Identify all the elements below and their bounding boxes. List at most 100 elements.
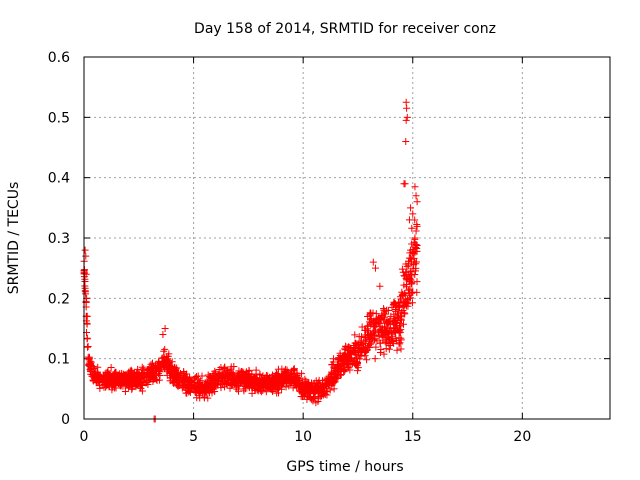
plot-frame: [83, 56, 611, 420]
data-point: [181, 374, 189, 382]
data-point: [390, 301, 398, 309]
data-point: [204, 394, 212, 402]
data-point: [301, 375, 309, 383]
data-point: [240, 387, 248, 395]
y-axis-label: SRMTID / TECUs: [6, 182, 22, 295]
data-point: [398, 288, 406, 296]
data-point: [289, 384, 297, 392]
data-point: [406, 291, 414, 299]
data-point: [347, 349, 355, 357]
data-point: [369, 258, 377, 266]
data-point: [402, 98, 410, 106]
data-point: [361, 331, 369, 339]
data-point: [363, 326, 371, 334]
data-point: [370, 336, 378, 344]
data-point: [163, 353, 171, 361]
data-point: [273, 389, 281, 397]
data-point: [383, 318, 391, 326]
data-point: [310, 386, 318, 394]
data-point: [334, 368, 342, 376]
data-point: [139, 366, 147, 374]
data-point: [359, 345, 367, 353]
x-tick-label: 5: [189, 429, 198, 445]
data-point: [406, 285, 414, 293]
data-point: [123, 376, 131, 384]
data-point: [318, 377, 326, 385]
data-point: [403, 104, 411, 112]
data-point: [108, 383, 116, 391]
data-point: [291, 380, 299, 388]
data-point: [408, 240, 416, 248]
data-point: [196, 394, 204, 402]
data-point: [204, 371, 212, 379]
data-point: [336, 349, 344, 357]
data-point: [83, 312, 91, 320]
data-point: [296, 387, 304, 395]
data-point: [391, 325, 399, 333]
data-point: [368, 335, 376, 343]
data-point: [256, 370, 264, 378]
data-point: [281, 376, 289, 384]
data-point: [241, 374, 249, 382]
data-point: [200, 385, 208, 393]
data-point: [413, 278, 421, 286]
data-point: [404, 270, 412, 278]
data-point: [376, 282, 384, 290]
chart-title: Day 158 of 2014, SRMTID for receiver con…: [194, 21, 496, 37]
data-point: [160, 357, 168, 365]
data-point: [351, 331, 359, 339]
data-point: [93, 368, 101, 376]
data-point: [152, 375, 160, 383]
data-point: [403, 262, 411, 270]
data-point: [407, 204, 415, 212]
data-point: [191, 374, 199, 382]
data-point: [107, 363, 115, 371]
data-point: [274, 375, 282, 383]
data-point: [272, 374, 280, 382]
data-point: [121, 388, 129, 396]
data-point: [248, 380, 256, 388]
data-point: [136, 384, 144, 392]
data-point: [397, 345, 405, 353]
data-point: [402, 116, 410, 124]
data-point: [237, 375, 245, 383]
data-point: [407, 246, 415, 254]
data-point: [295, 377, 303, 385]
data-point: [128, 382, 136, 390]
data-point: [255, 381, 263, 389]
data-point: [82, 252, 90, 260]
data-point: [133, 370, 141, 378]
data-point: [155, 364, 163, 372]
data-point: [125, 383, 133, 391]
data-point: [130, 373, 138, 381]
data-point: [83, 334, 91, 342]
data-point: [211, 387, 219, 395]
data-point: [390, 328, 398, 336]
data-point: [90, 365, 98, 373]
data-point: [227, 369, 235, 377]
data-point: [169, 371, 177, 379]
data-point: [411, 183, 419, 191]
data-point: [249, 381, 257, 389]
data-point: [119, 370, 127, 378]
data-point: [190, 382, 198, 390]
data-point: [342, 352, 350, 360]
data-point: [165, 359, 173, 367]
data-point: [182, 389, 190, 397]
data-point: [298, 370, 306, 378]
data-point: [374, 318, 382, 326]
data-point: [376, 322, 384, 330]
data-point: [323, 387, 331, 395]
data-point: [330, 385, 338, 393]
y-tick-label: 0.2: [48, 291, 70, 307]
data-point: [290, 365, 298, 373]
data-point: [192, 372, 200, 380]
data-point: [364, 322, 372, 330]
data-point: [200, 393, 208, 401]
data-point: [340, 367, 348, 375]
data-point: [149, 374, 157, 382]
data-point: [330, 363, 338, 371]
data-point: [290, 365, 298, 373]
data-point: [144, 381, 152, 389]
data-point: [363, 346, 371, 354]
